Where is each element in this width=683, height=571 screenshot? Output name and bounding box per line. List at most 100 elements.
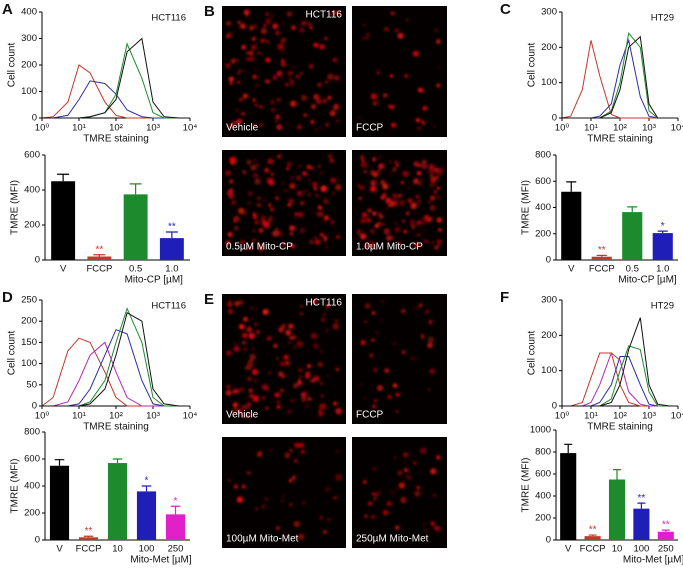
fluorescent-spot	[437, 195, 441, 200]
fluorescent-spot	[366, 33, 370, 37]
fluorescent-spot	[422, 237, 424, 240]
fluorescent-spot	[427, 216, 433, 222]
fluorescent-spot	[319, 516, 324, 520]
fluorescent-spot	[373, 398, 378, 403]
fluorescent-spot	[275, 191, 278, 194]
fluorescent-spot	[281, 242, 287, 248]
fluorescent-spot	[403, 229, 408, 234]
fluorescent-spot	[268, 204, 272, 208]
fluorescent-spot	[290, 244, 295, 249]
fluorescent-spot	[336, 235, 340, 239]
fluorescent-spot	[320, 381, 323, 385]
fluorescent-spot	[239, 324, 245, 330]
x-tick-label: 10²	[109, 411, 123, 422]
fluorescent-spot	[370, 515, 375, 519]
micrograph-background	[352, 294, 447, 424]
fluorescent-spot	[394, 226, 401, 233]
fluorescent-spot	[314, 236, 318, 240]
fluorescent-spot	[286, 123, 289, 126]
fluorescent-spot	[371, 338, 375, 342]
fluorescent-spot	[358, 197, 362, 200]
fluorescent-spot	[310, 378, 315, 383]
fluorescent-spot	[394, 160, 399, 165]
bar	[561, 191, 582, 260]
fluorescent-spot	[265, 406, 269, 410]
fluorescent-spot	[253, 123, 257, 127]
fluorescent-spot	[405, 474, 412, 480]
fluorescence	[228, 442, 342, 540]
fluorescent-spot	[371, 310, 376, 316]
y-axis-title: Cell count	[7, 331, 18, 376]
fluorescent-spot	[242, 210, 248, 216]
fluorescent-spot	[275, 196, 279, 200]
fluorescent-spot	[373, 367, 378, 372]
x-tick-label: FCCP	[589, 264, 615, 275]
fluorescent-spot	[363, 170, 367, 173]
histogram-line	[42, 311, 190, 407]
fluorescent-spot	[363, 23, 366, 27]
fluorescent-spot	[421, 163, 428, 170]
fluorescent-spot	[429, 204, 436, 212]
x-axis-title: TMRE staining	[83, 134, 149, 145]
fluorescent-spot	[416, 171, 422, 176]
fluorescent-spot	[229, 179, 234, 184]
fluorescent-spot	[302, 501, 306, 505]
x-tick-label: 10⁴	[183, 123, 198, 134]
fluorescent-spot	[308, 178, 311, 181]
fluorescent-spot	[263, 23, 267, 27]
x-tick-label: V	[568, 264, 575, 275]
fluorescent-spot	[392, 166, 397, 172]
fluorescent-spot	[288, 341, 291, 344]
fluorescent-spot	[428, 319, 433, 325]
panel-letter: C	[500, 1, 511, 18]
fluorescent-spot	[371, 96, 374, 98]
fluorescent-spot	[387, 394, 392, 400]
fluorescent-spot	[255, 507, 258, 511]
fluorescent-spot	[255, 309, 258, 311]
fluorescent-spot	[399, 200, 405, 206]
fluorescent-spot	[274, 392, 280, 398]
fluorescent-spot	[382, 193, 387, 198]
fluorescent-spot	[226, 350, 232, 356]
fluorescence	[358, 11, 441, 130]
fluorescent-spot	[289, 78, 292, 81]
fluorescent-spot	[246, 51, 250, 55]
fluorescent-spot	[276, 405, 281, 409]
fluorescent-spot	[382, 183, 389, 190]
y-axis-title: Cell count	[527, 43, 538, 88]
fluorescent-spot	[233, 484, 239, 489]
fluorescent-spot	[434, 245, 439, 250]
fluorescent-spot	[270, 14, 273, 17]
fluorescent-spot	[434, 28, 438, 32]
fluorescent-spot	[398, 193, 403, 198]
fluorescent-spot	[280, 58, 285, 63]
fluorescent-spot	[310, 166, 314, 170]
fluorescent-spot	[284, 534, 288, 537]
fluorescent-spot	[381, 300, 384, 303]
fluorescent-spot	[400, 496, 407, 504]
fluorescence	[225, 153, 342, 252]
bar	[165, 514, 186, 540]
fluorescent-spot	[258, 243, 262, 247]
fluorescent-spot	[252, 98, 256, 102]
fluorescence	[225, 299, 342, 419]
micrograph: 250µM Mito-Met	[352, 437, 447, 548]
fluorescent-spot	[332, 496, 336, 500]
fluorescent-spot	[303, 190, 306, 193]
fluorescent-spot	[389, 235, 394, 240]
fluorescent-spot	[324, 36, 328, 41]
fluorescence	[362, 447, 441, 532]
fluorescent-spot	[325, 123, 330, 127]
fluorescent-spot	[229, 81, 234, 86]
fluorescent-spot	[313, 186, 318, 191]
cell-line-label: HCT116	[151, 301, 186, 312]
fluorescent-spot	[237, 80, 241, 84]
fluorescent-spot	[438, 66, 441, 68]
fluorescent-spot	[417, 200, 421, 204]
fluorescent-spot	[379, 214, 384, 219]
fluorescent-spot	[260, 215, 265, 220]
fluorescent-spot	[391, 123, 396, 128]
fluorescent-spot	[252, 212, 257, 217]
y-tick-label: 800	[24, 427, 40, 438]
histogram-line	[562, 32, 678, 119]
